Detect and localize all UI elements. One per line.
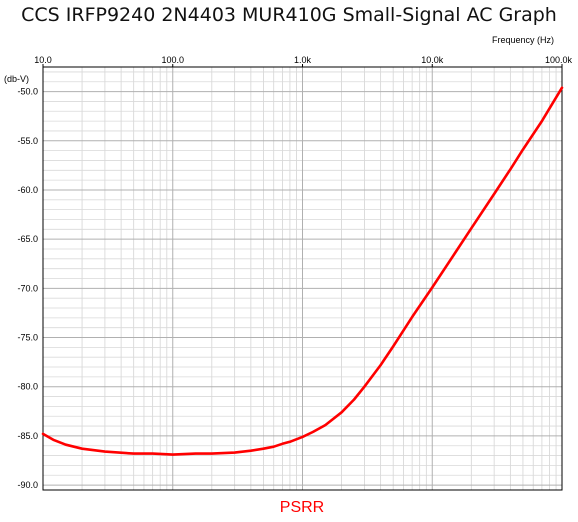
- chart-title: CCS IRFP9240 2N4403 MUR410G Small-Signal…: [21, 4, 557, 26]
- y-tick-label: -85.0: [17, 431, 38, 441]
- x-axis-ticks: 10.0 100.0 1.0k 10.0k 100.0k: [34, 55, 572, 67]
- y-tick-label: -90.0: [17, 480, 38, 490]
- y-tick-label: -55.0: [17, 136, 38, 146]
- series-line-psrr: [41, 86, 564, 456]
- x-tick-label: 10.0: [34, 55, 52, 65]
- x-tick-label: 10.0k: [421, 55, 444, 65]
- y-tick-label: -60.0: [17, 185, 38, 195]
- y-tick-label: -70.0: [17, 283, 38, 293]
- y-axis-title: (db-V): [4, 74, 29, 84]
- x-tick-label: 1.0k: [294, 55, 312, 65]
- x-tick-label: 100.0: [161, 55, 184, 65]
- y-axis-ticks: -50.0 -55.0 -60.0 -65.0 -70.0 -75.0 -80.0 -85.0…: [17, 87, 38, 490]
- y-tick-label: -65.0: [17, 234, 38, 244]
- y-tick-label: -50.0: [17, 87, 38, 97]
- x-tick-label: 100.0k: [545, 55, 573, 65]
- series-group: [41, 86, 564, 456]
- legend-psrr: PSRR: [280, 499, 324, 516]
- y-tick-label: -75.0: [17, 333, 38, 343]
- x-axis-title: Frequency (Hz): [492, 35, 554, 45]
- y-tick-label: -80.0: [17, 382, 38, 392]
